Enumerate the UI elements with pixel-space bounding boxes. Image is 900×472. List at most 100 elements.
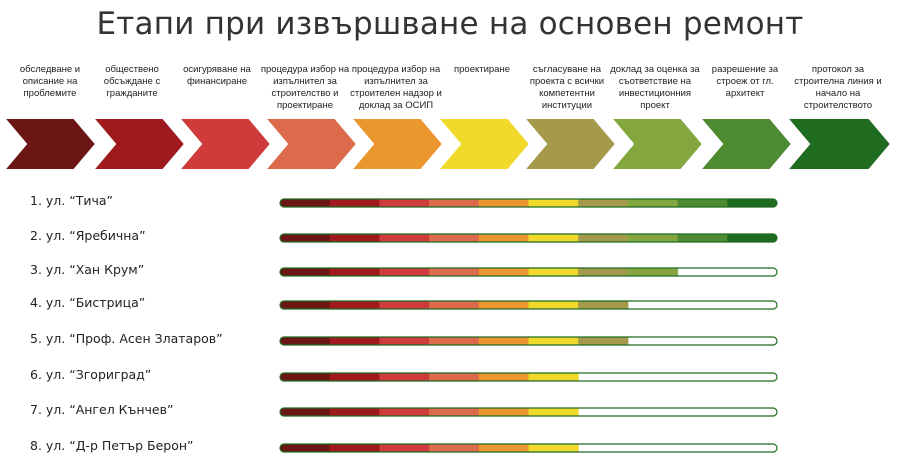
stage-arrow-8: [609, 118, 705, 170]
progress-segment-3: [379, 234, 430, 242]
progress-segment-7: [578, 301, 629, 309]
progress-segment-6: [528, 408, 579, 416]
progress-segment-2: [329, 234, 380, 242]
progress-segment-2: [329, 301, 380, 309]
stage-arrow-5: [349, 118, 445, 170]
stage-label-1: обследване и описание на проблемите: [19, 64, 81, 99]
progress-segment-10: [727, 199, 777, 207]
progress-segment-2: [329, 268, 380, 276]
progress-segment-1: [280, 268, 331, 276]
progress-segment-4: [429, 301, 480, 309]
progress-segment-5: [478, 234, 529, 242]
stage-label-4: процедура избор на изпълнител за строите…: [260, 64, 350, 111]
progress-segment-1: [280, 337, 331, 345]
progress-segment-5: [478, 337, 529, 345]
page-title: Етапи при извършване на основен ремонт: [96, 6, 804, 42]
progress-segment-1: [280, 444, 331, 452]
progress-segment-5: [478, 268, 529, 276]
stage-label-10: протокол за строителна линия и начало на…: [794, 64, 882, 111]
stage-arrow-7: [522, 118, 618, 170]
progress-segment-4: [429, 234, 480, 242]
progress-segment-5: [478, 199, 529, 207]
progress-segment-5: [478, 444, 529, 452]
progress-segment-2: [329, 199, 380, 207]
progress-segment-4: [429, 268, 480, 276]
progress-outline: [279, 443, 778, 453]
progress-outline: [279, 198, 778, 208]
street-name: 4. ул. “Бистрица”: [30, 295, 146, 310]
street-name: 7. ул. “Ангел Кънчев”: [30, 402, 174, 417]
progress-bar: [279, 198, 778, 208]
progress-bar: [279, 443, 778, 453]
street-name: 6. ул. “Згориград”: [30, 367, 152, 382]
progress-segment-3: [379, 268, 430, 276]
progress-segment-7: [578, 234, 629, 242]
progress-segment-7: [578, 268, 629, 276]
progress-bar: [279, 300, 778, 310]
progress-bar: [279, 233, 778, 243]
stage-label-8: доклад за оценка за съответствие на инве…: [610, 64, 700, 111]
stage-arrow-track: [2, 118, 893, 170]
progress-segment-7: [578, 337, 629, 345]
progress-segment-6: [528, 444, 579, 452]
progress-segment-5: [478, 301, 529, 309]
stage-arrow-10: [785, 118, 893, 170]
stage-label-5: процедура избор на изпълнител за строите…: [350, 64, 442, 111]
progress-segment-2: [329, 373, 380, 381]
progress-segment-3: [379, 301, 430, 309]
progress-segment-1: [280, 199, 331, 207]
progress-bar: [279, 267, 778, 277]
stage-label-6: проектиране: [453, 64, 510, 75]
progress-segment-4: [429, 444, 480, 452]
progress-outline: [279, 233, 778, 243]
progress-segment-8: [627, 268, 679, 276]
progress-bar: [279, 407, 778, 417]
progress-segment-1: [280, 373, 331, 381]
street-name: 5. ул. “Проф. Асен Златаров”: [30, 331, 223, 346]
stage-label-3: осигуряване на финансиране: [183, 64, 251, 87]
progress-segment-3: [379, 444, 430, 452]
progress-segment-8: [627, 199, 679, 207]
progress-segment-5: [478, 373, 529, 381]
progress-segment-10: [727, 234, 777, 242]
progress-outline: [279, 407, 778, 417]
progress-outline: [279, 300, 778, 310]
progress-segment-1: [280, 234, 331, 242]
progress-bar: [279, 336, 778, 346]
stage-arrow-2: [91, 118, 187, 170]
stage-arrow-1: [2, 118, 98, 170]
stage-label-2: обществено обсъждане с гражданите: [103, 64, 161, 99]
progress-segment-6: [528, 373, 579, 381]
progress-segment-4: [429, 337, 480, 345]
street-name: 1. ул. “Тича”: [30, 193, 113, 208]
progress-outline: [279, 372, 778, 382]
progress-segment-6: [528, 199, 579, 207]
street-name: 8. ул. “Д-р Петър Берон”: [30, 438, 194, 453]
stage-labels: обследване и описание на проблемите общес…: [0, 64, 900, 116]
progress-segment-5: [478, 408, 529, 416]
progress-segment-3: [379, 337, 430, 345]
stage-label-7: съгласуване на проекта с всички компетен…: [529, 64, 605, 111]
stage-arrow-9: [698, 118, 794, 170]
progress-segment-7: [578, 199, 629, 207]
progress-bar: [279, 372, 778, 382]
progress-segment-6: [528, 268, 579, 276]
progress-segment-9: [677, 199, 728, 207]
stage-arrow-6: [436, 118, 532, 170]
stage-arrow-4: [263, 118, 359, 170]
progress-segment-9: [677, 234, 728, 242]
progress-segment-4: [429, 408, 480, 416]
progress-segment-6: [528, 234, 579, 242]
progress-segment-3: [379, 408, 430, 416]
progress-segment-2: [329, 408, 380, 416]
progress-segment-2: [329, 337, 380, 345]
progress-segment-4: [429, 373, 480, 381]
street-name: 3. ул. “Хан Крум”: [30, 262, 145, 277]
progress-segment-1: [280, 408, 331, 416]
progress-segment-6: [528, 337, 579, 345]
street-name: 2. ул. “Яребична”: [30, 228, 146, 243]
progress-segment-4: [429, 199, 480, 207]
progress-segment-1: [280, 301, 331, 309]
progress-segment-3: [379, 199, 430, 207]
progress-segment-8: [627, 234, 679, 242]
